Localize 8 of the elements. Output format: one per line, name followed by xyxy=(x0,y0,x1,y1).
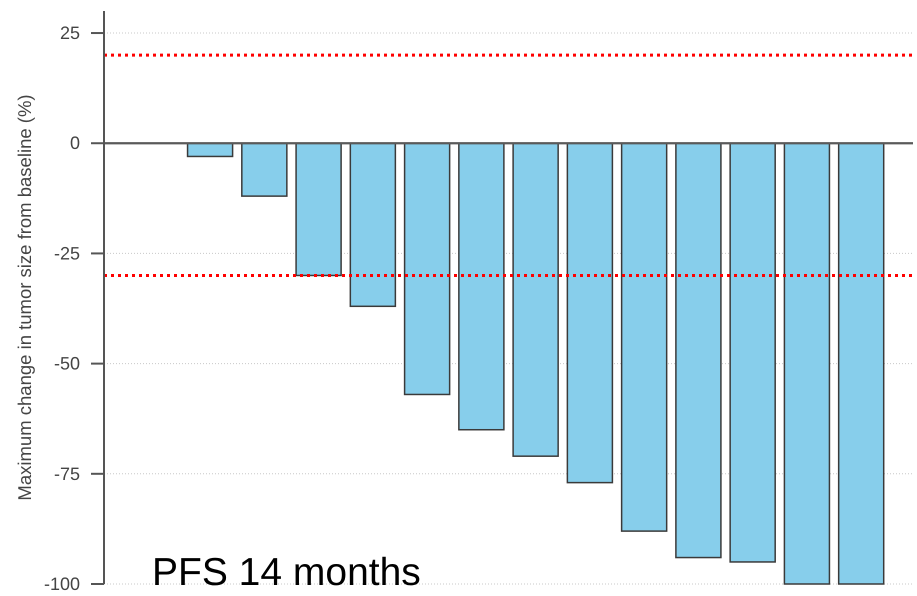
y-tick-label: -75 xyxy=(54,464,80,484)
y-tick-label: -50 xyxy=(54,354,80,374)
y-tick-label: 0 xyxy=(70,133,80,154)
y-tick-label: -100 xyxy=(44,574,80,594)
y-tick-label: 25 xyxy=(60,23,80,44)
annotation: PFS 14 months xyxy=(152,551,421,594)
y-axis-title: Maximum change in tumor size from baseline (%) xyxy=(14,94,34,501)
y-tick-label: -25 xyxy=(54,243,80,264)
